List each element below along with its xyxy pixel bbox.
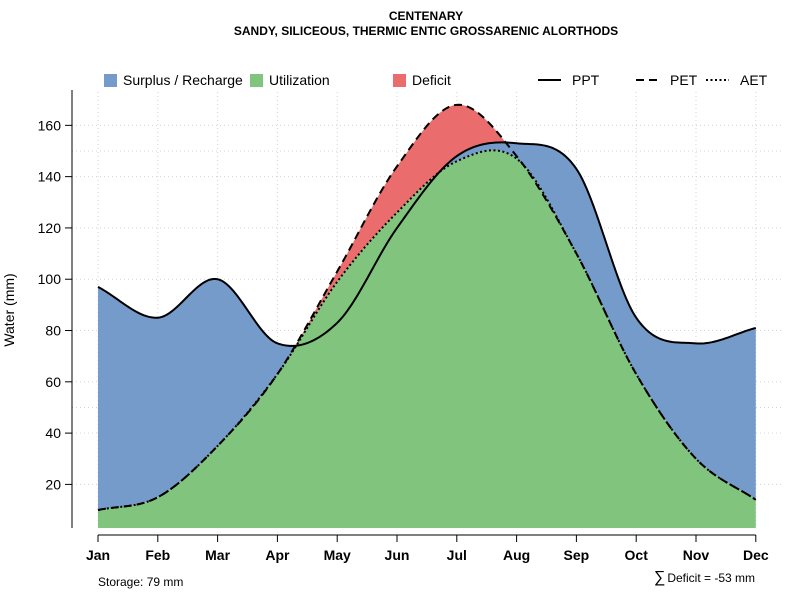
legend-label: PET [670,72,698,88]
x-tick-label: Dec [743,547,769,563]
areas [98,104,756,528]
legend-label: AET [740,72,768,88]
x-tick-label: Jul [447,547,467,563]
y-tick-label: 100 [38,271,62,287]
legend-item: PPT [538,72,600,88]
surplus-area [98,142,756,511]
legend-item: PET [636,72,698,88]
series-line-aet [97,149,757,512]
x-tick-label: Feb [145,547,170,563]
legend-label: PPT [572,72,600,88]
axes: 20 40 60 80 100 120 140 160 Jan Feb Mar Apr May Jun Ju… [38,90,769,563]
x-tick-label: Jan [86,547,110,563]
legend-swatch [250,74,263,87]
x-tick-label: Jun [385,547,410,563]
deficit-text: Deficit = -53 mm [667,571,755,585]
y-tick-label: 120 [38,220,62,236]
x-tick-label: Apr [265,547,290,563]
x-tick-label: Sep [564,547,590,563]
legend: Surplus / Recharge Utilization Deficit PPT P… [104,72,768,88]
series-lines [97,103,757,512]
y-axis-label: Water (mm) [1,273,17,346]
y-tick-label: 40 [45,425,61,441]
legend-item: Utilization [250,72,330,88]
x-tick-label: Mar [205,547,230,563]
y-tick-label: 140 [38,169,62,185]
legend-label: Surplus / Recharge [123,72,243,88]
series-line-ppt [97,141,757,347]
utilization-area [98,150,756,528]
y-tick-label: 80 [45,323,61,339]
x-tick-label: Oct [625,547,649,563]
legend-swatch [104,74,117,87]
sum-symbol: ∑ [654,569,665,586]
chart-title: CENTENARY [389,9,463,23]
storage-note: Storage: 79 mm [98,575,183,589]
x-tick-label: Aug [503,547,530,563]
legend-item: Deficit [393,72,451,88]
legend-label: Deficit [412,72,451,88]
x-tick-label: May [324,547,351,563]
legend-swatch [393,74,406,87]
x-tick-label: Nov [683,547,710,563]
y-tick-label: 160 [38,117,62,133]
series-line-pet [97,103,757,512]
chart-subtitle: SANDY, SILICEOUS, THERMIC ENTIC GROSSARE… [234,24,618,38]
legend-label: Utilization [269,72,330,88]
legend-item: Surplus / Recharge [104,72,243,88]
deficit-note: ∑ Deficit = -53 mm [654,569,755,586]
y-tick-label: 20 [45,476,61,492]
legend-item: AET [706,72,768,88]
y-tick-label: 60 [45,374,61,390]
